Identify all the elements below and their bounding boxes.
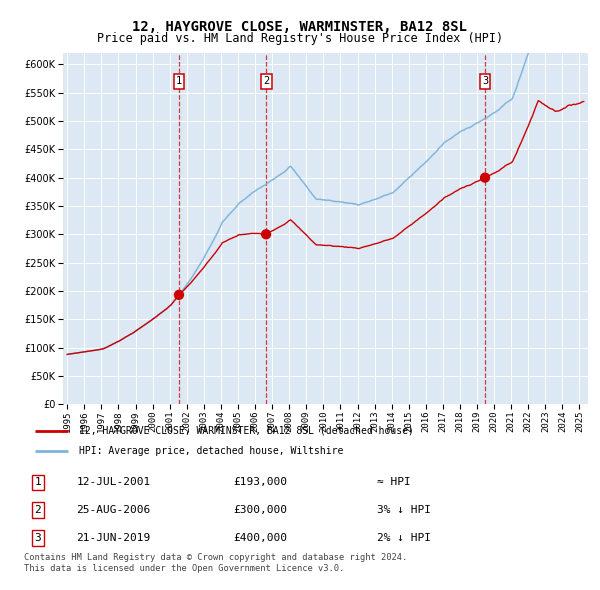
Text: £400,000: £400,000 [234, 533, 288, 543]
Point [480, 173, 490, 182]
Text: ≈ HPI: ≈ HPI [377, 477, 411, 487]
Text: 2: 2 [34, 505, 41, 515]
Text: 3% ↓ HPI: 3% ↓ HPI [377, 505, 431, 515]
Text: 12, HAYGROVE CLOSE, WARMINSTER, BA12 8SL: 12, HAYGROVE CLOSE, WARMINSTER, BA12 8SL [133, 20, 467, 34]
Text: Contains HM Land Registry data © Crown copyright and database right 2024.
This d: Contains HM Land Registry data © Crown c… [24, 553, 407, 573]
Text: 2% ↓ HPI: 2% ↓ HPI [377, 533, 431, 543]
Point [174, 290, 184, 300]
Text: 3: 3 [482, 77, 488, 86]
Text: Price paid vs. HM Land Registry's House Price Index (HPI): Price paid vs. HM Land Registry's House … [97, 32, 503, 45]
Text: 12, HAYGROVE CLOSE, WARMINSTER, BA12 8SL (detached house): 12, HAYGROVE CLOSE, WARMINSTER, BA12 8SL… [79, 426, 414, 436]
Text: 1: 1 [176, 77, 182, 86]
Point [262, 230, 271, 239]
Text: 3: 3 [34, 533, 41, 543]
Text: 2: 2 [263, 77, 269, 86]
Text: 25-AUG-2006: 25-AUG-2006 [76, 505, 151, 515]
Text: 12-JUL-2001: 12-JUL-2001 [76, 477, 151, 487]
Text: 21-JUN-2019: 21-JUN-2019 [76, 533, 151, 543]
Text: 1: 1 [34, 477, 41, 487]
Text: £193,000: £193,000 [234, 477, 288, 487]
Text: HPI: Average price, detached house, Wiltshire: HPI: Average price, detached house, Wilt… [79, 446, 344, 456]
Text: £300,000: £300,000 [234, 505, 288, 515]
